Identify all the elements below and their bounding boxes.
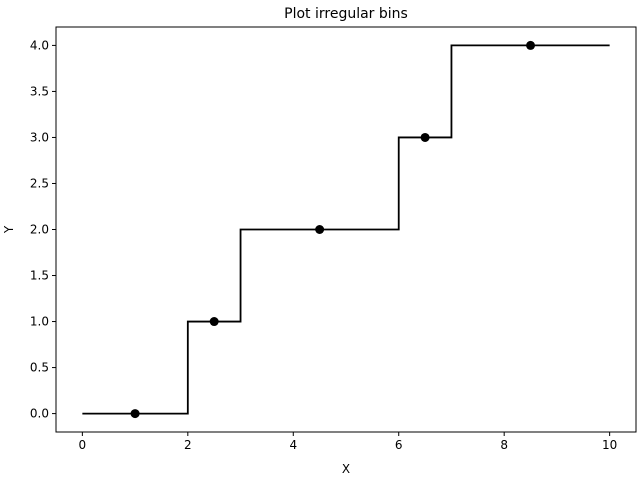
x-tick-label: 10 xyxy=(602,438,617,452)
y-tick-label: 4.0 xyxy=(30,38,49,52)
data-point xyxy=(209,317,219,327)
data-point xyxy=(420,132,430,142)
y-tick-label: 1.5 xyxy=(30,269,49,283)
x-tick-label: 6 xyxy=(395,438,403,452)
x-tick-label: 8 xyxy=(500,438,508,452)
y-tick-label: 2.0 xyxy=(30,223,49,237)
y-axis-label: Y xyxy=(2,225,16,234)
y-tick-label: 0.0 xyxy=(30,407,49,421)
plot-area: 0 2 4 6 8 10 0.0 0.5 1.0 1.5 2.0 2.5 3.0 3.5 4.0 xyxy=(30,26,637,452)
y-tick-label: 1.0 xyxy=(30,315,49,329)
y-tick-label: 0.5 xyxy=(30,361,49,375)
x-tick-label: 2 xyxy=(184,438,192,452)
x-axis-label: X xyxy=(342,462,350,476)
chart-title: Plot irregular bins xyxy=(284,6,408,22)
data-point xyxy=(315,225,325,234)
y-tick-label: 3.5 xyxy=(30,84,49,98)
data-point xyxy=(526,40,536,50)
x-tick-label: 4 xyxy=(289,438,297,452)
y-tick-label: 3.0 xyxy=(30,130,49,144)
x-tick-label: 0 xyxy=(79,438,87,452)
y-tick-label: 2.5 xyxy=(30,176,49,190)
data-point xyxy=(130,409,140,419)
